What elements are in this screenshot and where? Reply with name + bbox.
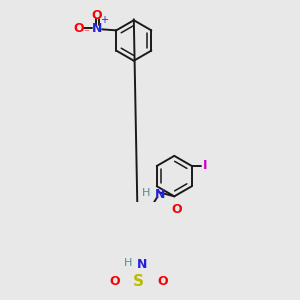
Text: S: S [134,274,144,289]
Text: O: O [171,203,182,216]
Text: O: O [92,9,102,22]
Text: O: O [74,22,84,35]
Text: ⁻: ⁻ [83,28,89,38]
Text: N: N [137,258,147,271]
Text: H: H [123,258,132,268]
Text: N: N [92,22,102,35]
Text: I: I [203,160,208,172]
Text: O: O [158,275,169,288]
Text: H: H [142,188,150,198]
Text: +: + [100,15,108,25]
Text: N: N [155,188,165,201]
Text: O: O [109,275,120,288]
